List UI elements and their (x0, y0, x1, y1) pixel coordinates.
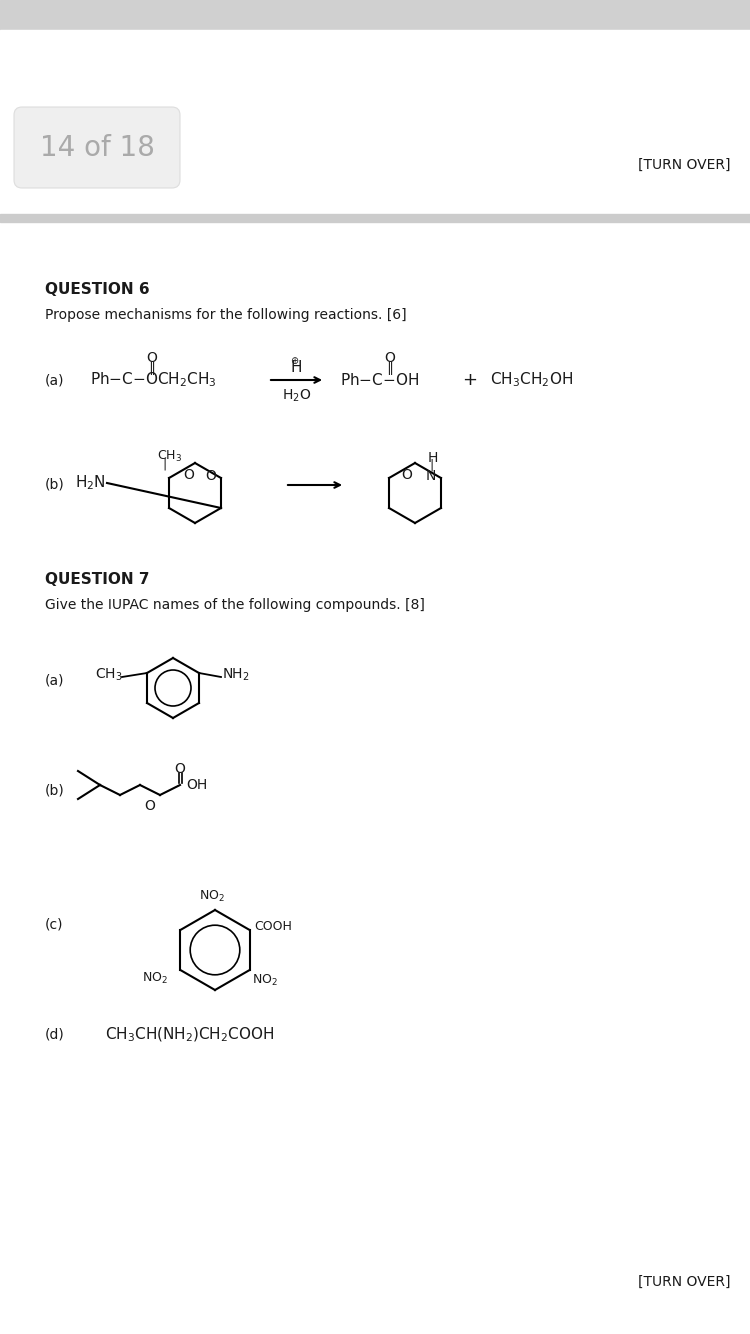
Text: NO$_2$: NO$_2$ (142, 970, 168, 986)
Text: (a): (a) (45, 672, 64, 687)
Text: O: O (385, 351, 395, 366)
Bar (0, 29, 750, 220)
Text: |: | (430, 459, 434, 471)
Text: (c): (c) (45, 918, 64, 932)
Text: Propose mechanisms for the following reactions. [6]: Propose mechanisms for the following rea… (45, 308, 407, 321)
Bar (0, 0, 750, 29)
Text: CH$_3$CH(NH$_2$)CH$_2$COOH: CH$_3$CH(NH$_2$)CH$_2$COOH (105, 1026, 274, 1045)
Text: NO$_2$: NO$_2$ (252, 972, 278, 987)
Text: [TURN OVER]: [TURN OVER] (638, 157, 730, 172)
Text: (b): (b) (45, 783, 64, 796)
Text: 14 of 18: 14 of 18 (40, 133, 154, 161)
Text: (b): (b) (45, 478, 64, 492)
Text: O: O (206, 470, 217, 483)
Text: H: H (427, 451, 438, 466)
Text: CH$_3$: CH$_3$ (157, 448, 182, 463)
Text: NH$_2$: NH$_2$ (222, 667, 250, 683)
Text: O: O (183, 468, 194, 482)
Text: +: + (463, 371, 478, 390)
Text: O: O (145, 799, 155, 812)
Text: H: H (291, 360, 302, 375)
Text: (d): (d) (45, 1029, 64, 1042)
Text: ∥: ∥ (148, 362, 155, 375)
Text: CH$_3$CH$_2$OH: CH$_3$CH$_2$OH (490, 371, 573, 390)
Text: N: N (426, 470, 436, 483)
Text: O: O (401, 468, 412, 482)
Text: QUESTION 7: QUESTION 7 (45, 572, 149, 587)
Text: OH: OH (186, 778, 207, 792)
Text: Give the IUPAC names of the following compounds. [8]: Give the IUPAC names of the following co… (45, 598, 424, 612)
Text: ∥: ∥ (386, 362, 394, 375)
Text: CH$_3$: CH$_3$ (95, 667, 123, 683)
Text: O: O (146, 351, 158, 366)
Text: [TURN OVER]: [TURN OVER] (638, 1275, 730, 1289)
Text: H$_2$O: H$_2$O (282, 388, 311, 404)
Text: O: O (175, 762, 185, 776)
Text: $\oplus$: $\oplus$ (290, 355, 299, 366)
Text: COOH: COOH (255, 920, 292, 934)
Text: Ph$-$C$-$OCH$_2$CH$_3$: Ph$-$C$-$OCH$_2$CH$_3$ (90, 371, 217, 390)
Text: Ph$-$C$-$OH: Ph$-$C$-$OH (340, 372, 419, 388)
Text: H$_2$N: H$_2$N (75, 474, 106, 492)
Bar (0, 213, 750, 221)
Text: (a): (a) (45, 374, 64, 387)
Text: NO$_2$: NO$_2$ (199, 888, 225, 903)
Text: |: | (162, 458, 166, 471)
Text: QUESTION 6: QUESTION 6 (45, 283, 149, 297)
FancyBboxPatch shape (14, 107, 180, 188)
